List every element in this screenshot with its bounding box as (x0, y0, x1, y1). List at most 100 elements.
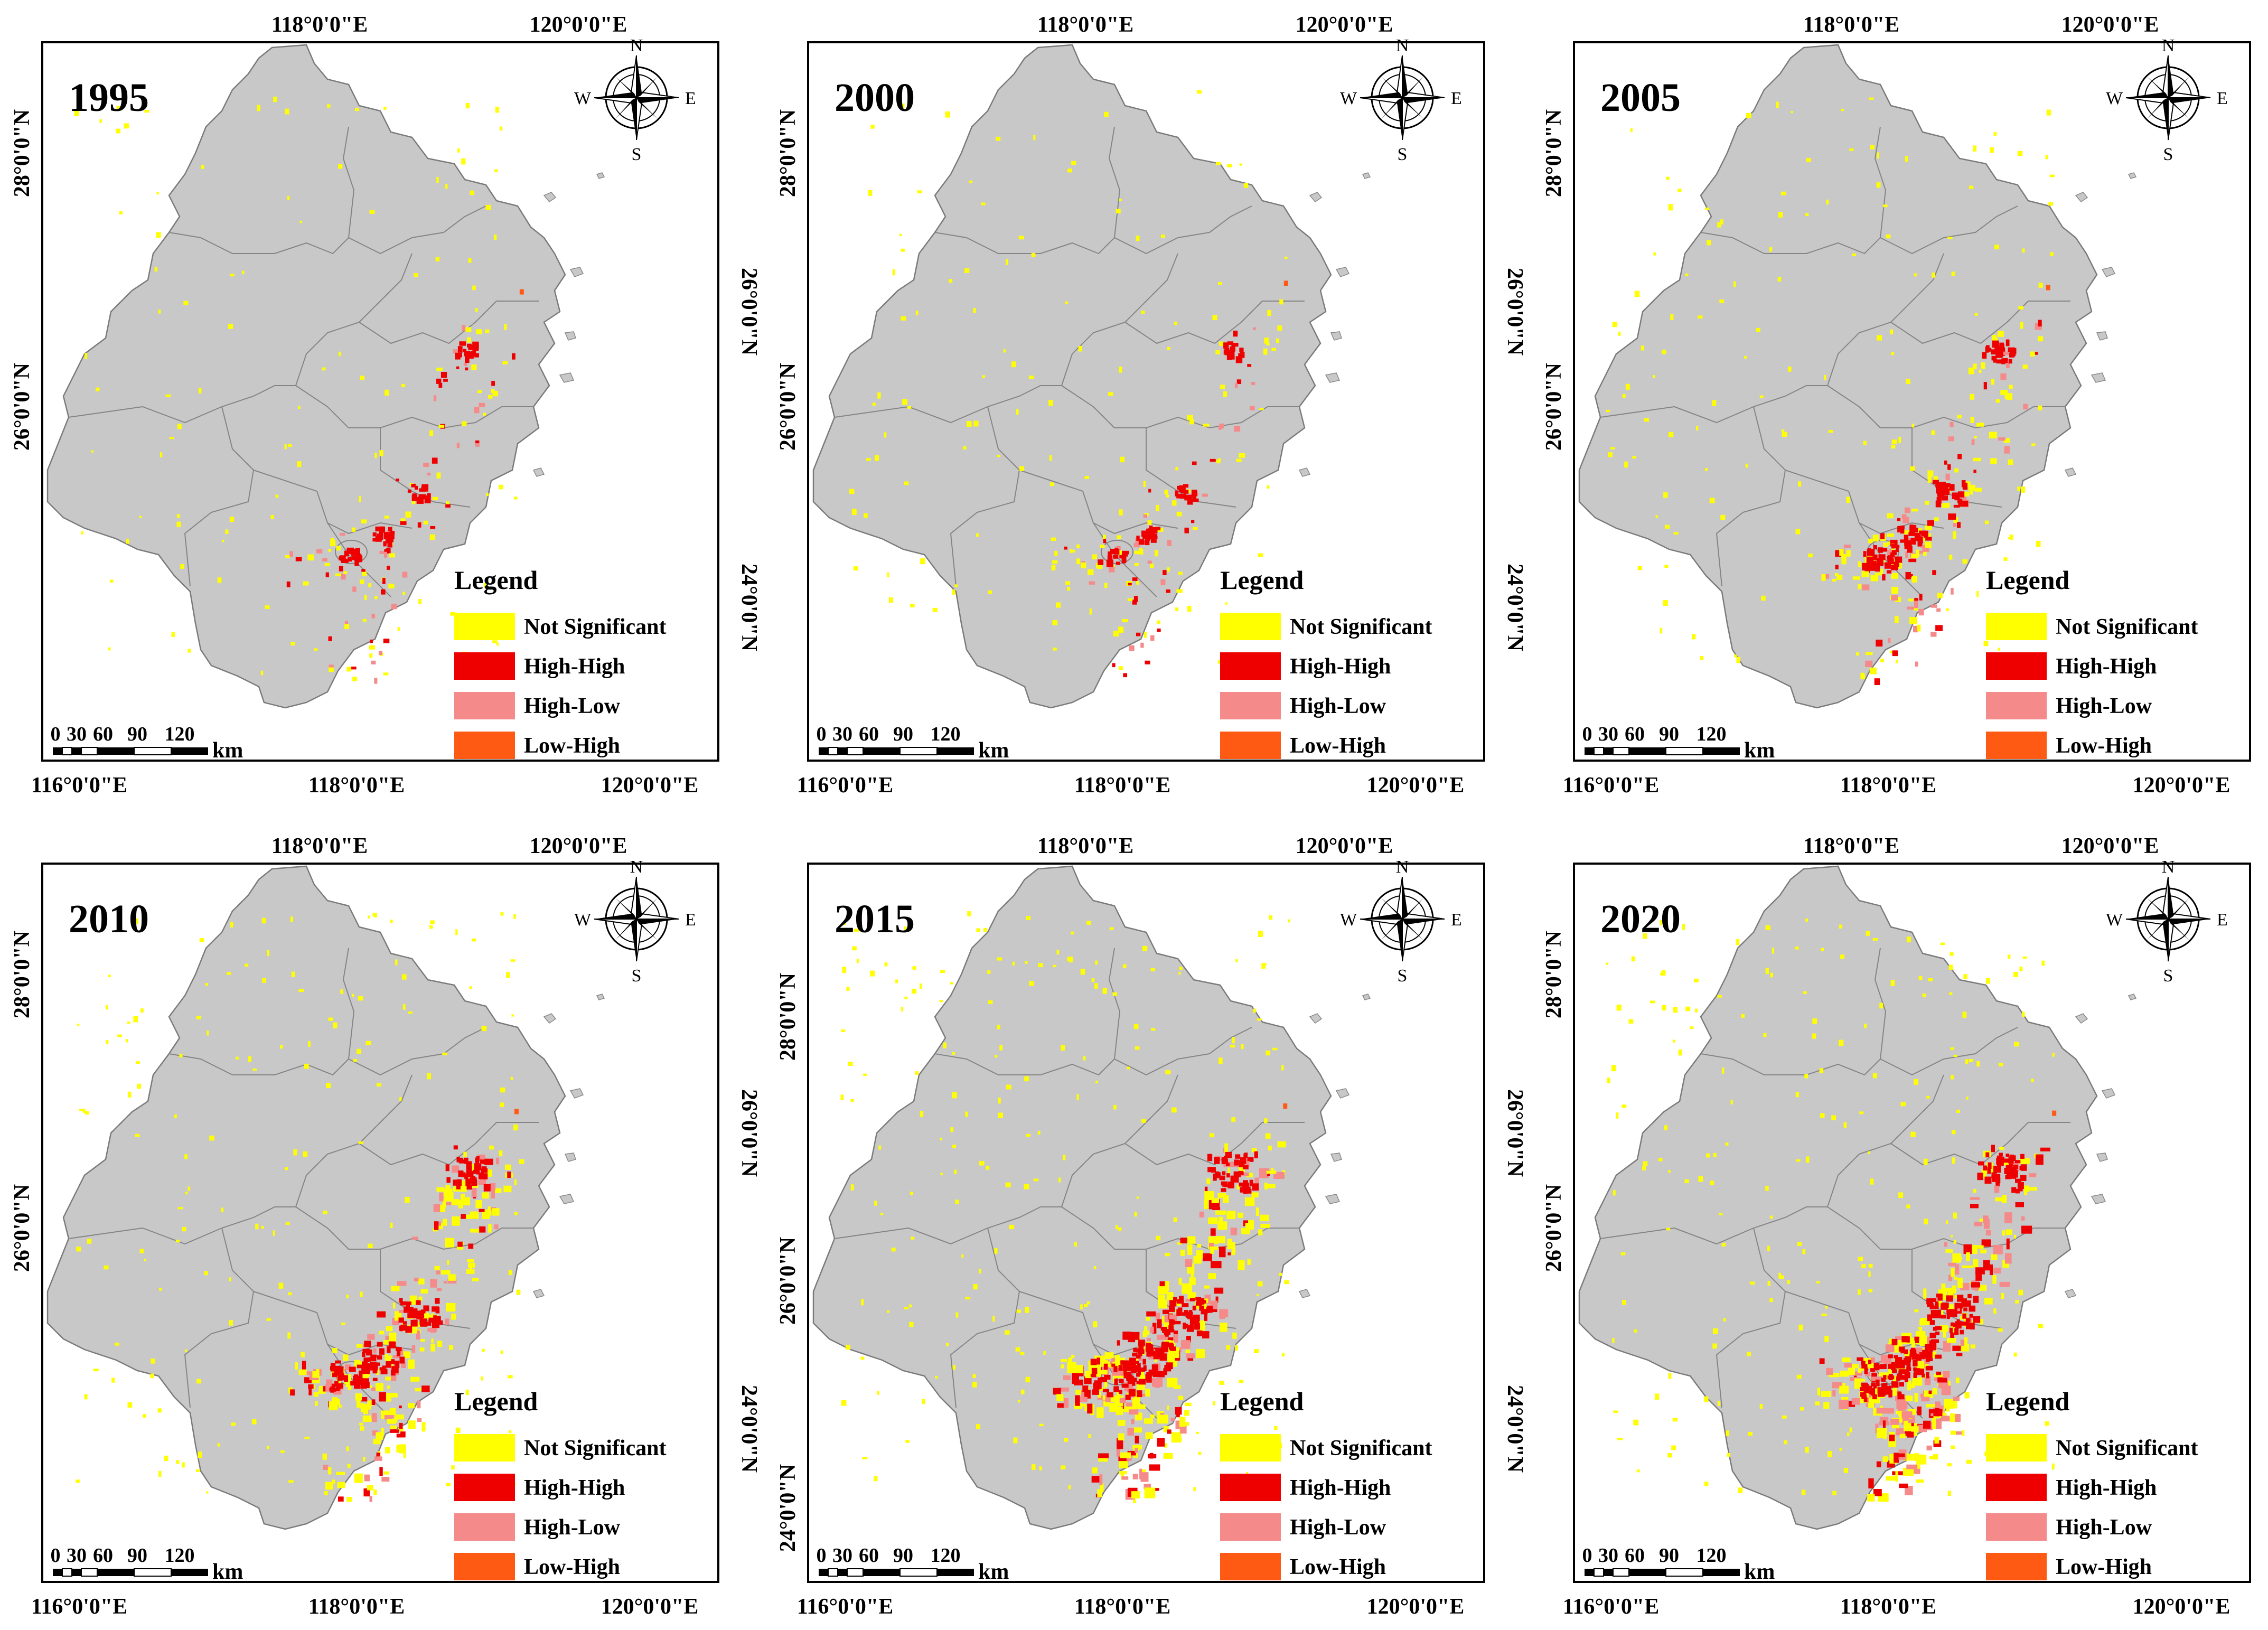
hotspot-not-significant (1717, 1401, 1721, 1407)
hotspot-high-high (1917, 1406, 1922, 1416)
hotspot-not-significant (954, 584, 958, 587)
hotspot-not-significant (1198, 1451, 1202, 1456)
hotspot-high-low (1865, 1372, 1871, 1376)
hotspot-not-significant (1895, 596, 1901, 602)
hotspot-high-high (2013, 1172, 2017, 1176)
hotspot-high-low (1199, 1211, 1204, 1217)
hotspot-high-low (378, 651, 383, 655)
hotspot-not-significant (1798, 481, 1802, 487)
hotspot-not-significant (1223, 1195, 1229, 1203)
hotspot-high-high (465, 367, 468, 371)
hotspot-high-high (325, 572, 329, 577)
hotspot-high-high (1151, 1364, 1158, 1371)
hotspot-high-high (1891, 1362, 1898, 1369)
hotspot-not-significant (461, 1180, 466, 1186)
hotspot-not-significant (1953, 1212, 1957, 1219)
hotspot-not-significant (1710, 1181, 1714, 1185)
hotspot-not-significant (1238, 1165, 1244, 1170)
hotspot-not-significant (2022, 364, 2028, 369)
compass-rose-icon: N S E W (1340, 857, 1462, 986)
hotspot-not-significant (901, 1007, 904, 1012)
hotspot-high-low (1152, 1378, 1163, 1387)
hotspot-not-significant (1216, 460, 1221, 464)
hotspot-not-significant (510, 1077, 513, 1080)
hotspot-high-low (1105, 1394, 1111, 1402)
hotspot-not-significant (1956, 1109, 1960, 1113)
hotspot-low-high (2046, 285, 2050, 291)
hotspot-not-significant (1061, 1364, 1064, 1369)
hotspot-not-significant (206, 1491, 209, 1494)
hotspot-high-high (332, 1372, 337, 1378)
scale-tick-label: 30 (1598, 723, 1618, 745)
hotspot-not-significant (418, 1296, 423, 1301)
hotspot-high-high (1857, 1357, 1863, 1361)
hotspot-not-significant (902, 399, 907, 405)
hotspot-not-significant (1973, 457, 1981, 462)
hotspot-not-significant (2031, 443, 2036, 446)
hotspot-not-significant (1114, 1357, 1125, 1368)
hotspot-not-significant (1925, 541, 1932, 548)
hotspot-high-low (1897, 1401, 1906, 1412)
city-boundary (1114, 1027, 1252, 1076)
island (532, 467, 545, 477)
hotspot-not-significant (369, 645, 376, 650)
hotspot-high-low (1139, 1352, 1142, 1361)
hotspot-high-low (1948, 1275, 1952, 1281)
year-label: 1995 (69, 76, 149, 120)
hotspot-not-significant (1983, 641, 1989, 647)
hotspot-high-high (387, 541, 392, 548)
hotspot-not-significant (901, 248, 905, 252)
hotspot-not-significant (1109, 927, 1114, 930)
hotspot-not-significant (76, 1247, 81, 1252)
city-boundary (342, 126, 355, 238)
island (1335, 1088, 1350, 1099)
hotspot-not-significant (1085, 1371, 1092, 1379)
hotspot-high-high (1124, 1371, 1131, 1376)
hotspot-high-high (1981, 1239, 1991, 1247)
hotspot-not-significant (1719, 1213, 1723, 1215)
map-panel-1995: 1995 N S E W Legend Not Significant High (10, 5, 761, 803)
hotspot-not-significant (1154, 550, 1159, 557)
hotspot-high-high (353, 1375, 360, 1381)
hotspot-high-high (1204, 1311, 1207, 1321)
hotspot-high-high (438, 382, 443, 388)
hotspot-not-significant (1029, 981, 1034, 986)
hotspot-not-significant (436, 1187, 445, 1192)
hotspot-not-significant (1849, 1367, 1853, 1373)
hotspot-not-significant (313, 648, 318, 651)
hotspot-high-low (1832, 1382, 1842, 1389)
hotspot-not-significant (862, 1457, 868, 1459)
scale-tick-label: 30 (832, 723, 852, 745)
hotspot-not-significant (1723, 1318, 1726, 1322)
hotspot-not-significant (1915, 549, 1919, 557)
scale-unit: km (978, 738, 1009, 763)
hotspot-high-high (1952, 1345, 1961, 1351)
hotspot-not-significant (421, 1313, 429, 1319)
hotspot-high-high (1876, 1461, 1881, 1467)
hotspot-high-high (1091, 1476, 1101, 1483)
compass-rose-icon: N S E W (574, 36, 696, 164)
hotspot-high-high (1117, 1438, 1123, 1449)
hotspot-not-significant (125, 1039, 128, 1043)
hotspot-high-high (1233, 1171, 1241, 1177)
scale-tick-label: 0 (1582, 723, 1592, 745)
hotspot-high-high (1222, 1171, 1226, 1175)
hotspot-high-high (1111, 1363, 1116, 1367)
hotspot-high-high (1119, 1379, 1124, 1383)
hotspot-high-high (2003, 358, 2008, 362)
hotspot-high-high (445, 504, 451, 508)
hotspot-high-high (1935, 1301, 1939, 1305)
hotspot-high-high (1913, 1373, 1917, 1378)
hotspot-high-low (427, 472, 431, 476)
hotspot-not-significant (357, 1048, 361, 1054)
hotspot-not-significant (1877, 152, 1880, 159)
hotspot-high-low (1913, 1468, 1920, 1474)
hotspot-not-significant (436, 472, 441, 479)
hotspot-not-significant (1897, 561, 1902, 569)
hotspot-high-high (1136, 536, 1140, 541)
hotspot-not-significant (466, 1269, 475, 1274)
hotspot-high-low (1147, 560, 1152, 564)
hotspot-high-low (1955, 1264, 1960, 1275)
top-coord-2: 120°0'0"E (1296, 13, 1393, 37)
hotspot-not-significant (1091, 978, 1095, 982)
